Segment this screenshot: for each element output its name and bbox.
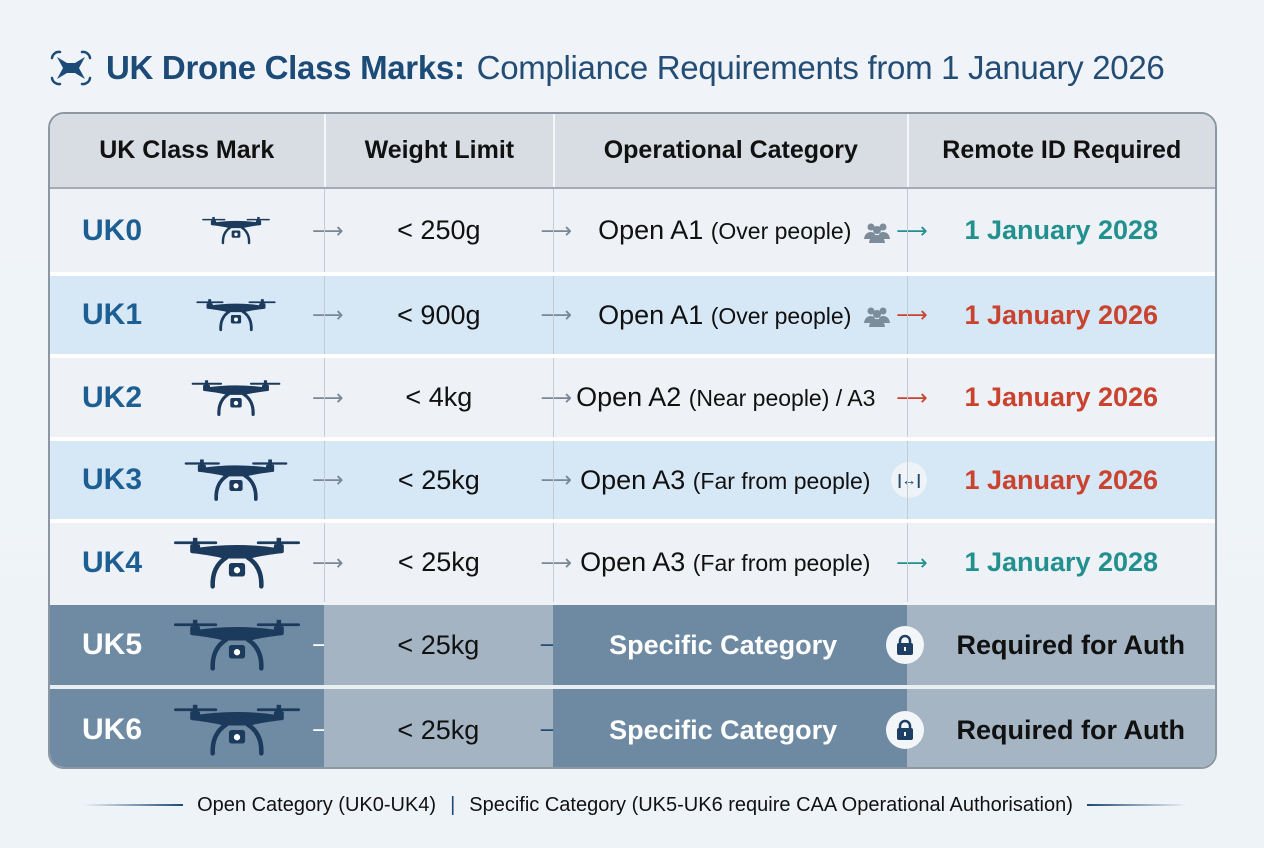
arrow-icon: ⟶ (312, 302, 344, 327)
table-header: UK Class Mark Weight Limit Operational C… (50, 114, 1215, 189)
category: Open A2 (576, 382, 682, 412)
weight-limit: < 25kg (397, 464, 480, 495)
arrow-icon: ⟶ (540, 549, 573, 575)
arrow-icon: ⟶ (540, 217, 573, 243)
drone-icon (169, 618, 305, 672)
category: Specific Category (609, 714, 838, 745)
remote-id-status: Required for Auth (956, 714, 1186, 745)
class-mark: UK3 (82, 463, 143, 496)
table-row: UK2 ⟶ < 4kg ⟶ Open A2 (Near people) / A3… (50, 354, 1215, 437)
footer-open-category: Open Category (UK0-UK4) (197, 793, 437, 816)
category-note: (Over people) (710, 302, 852, 329)
table-row: UK4 ⟶ < 25kg ⟶ Open A3 (Far from people)… (50, 519, 1215, 602)
header-operational-category: Operational Category (553, 114, 906, 187)
category-note: (Far from people) (692, 467, 871, 494)
lock-icon (886, 711, 925, 749)
lock-icon (886, 626, 925, 664)
category-note: (Over people) (710, 218, 852, 244)
drone-icon (169, 703, 305, 757)
drone-icon (50, 50, 92, 86)
table-row: UK6 ⟶ < 25kg ⟶ Specific Category Require… (50, 685, 1215, 767)
table-row: UK1 ⟶ < 900g ⟶ Open A1 (Over people) ⟶ 1… (50, 272, 1215, 354)
drone-icon (183, 458, 289, 502)
arrow-icon: ⟶ (896, 384, 928, 410)
category: Open A1 (598, 215, 704, 245)
arrow-icon: ⟶ (896, 302, 928, 327)
class-mark: UK2 (82, 380, 143, 414)
distance-icon: |↔| (891, 462, 928, 498)
header-weight-limit: Weight Limit (323, 114, 554, 187)
weight-limit: < 250g (397, 215, 481, 245)
class-mark: UK1 (82, 298, 143, 331)
category: Specific Category (609, 629, 838, 660)
arrow-icon: ⟶ (896, 217, 928, 243)
title-bold: UK Drone Class Marks: (106, 49, 465, 86)
weight-limit: < 900g (397, 299, 481, 330)
divider-line (1086, 804, 1187, 806)
header-remote-id: Remote ID Required (906, 114, 1215, 187)
people-icon (863, 307, 890, 328)
category: Open A3 (580, 464, 686, 495)
title-rest: Compliance Requirements from 1 January 2… (476, 49, 1165, 86)
arrow-icon: ⟶ (540, 467, 573, 492)
category-note: (Near people) / A3 (688, 385, 876, 411)
category: Open A3 (580, 547, 686, 577)
arrow-icon: ⟶ (312, 549, 344, 575)
category: Open A1 (598, 299, 704, 330)
weight-limit: < 4kg (405, 382, 473, 412)
weight-limit: < 25kg (397, 547, 480, 577)
page-title: UK Drone Class Marks: Compliance Require… (48, 44, 1165, 92)
class-mark: UK4 (82, 545, 143, 579)
footer-legend: Open Category (UK0-UK4) | Specific Categ… (50, 790, 1220, 820)
arrow-icon: ⟶ (312, 467, 344, 492)
remote-id-date: 1 January 2026 (964, 382, 1159, 412)
arrow-icon: ⟶ (540, 384, 573, 410)
header-class-mark: UK Class Mark (99, 136, 275, 164)
footer-specific-category: Specific Category (UK5-UK6 require CAA O… (469, 793, 1073, 816)
divider-line (83, 804, 184, 806)
class-mark: UK5 (82, 628, 143, 661)
weight-limit: < 25kg (397, 714, 480, 745)
arrow-icon: ⟶ (312, 384, 344, 410)
table-row: UK0 ⟶ < 250g ⟶ Open A1 (Over people) ⟶ 1… (50, 189, 1215, 272)
weight-limit: < 25kg (397, 629, 480, 660)
class-mark: UK6 (82, 713, 143, 746)
drone-icon (169, 536, 305, 590)
arrow-icon: ⟶ (896, 549, 928, 575)
drone-icon (202, 216, 270, 245)
drone-icon (195, 298, 277, 332)
class-mark-table: UK Class Mark Weight Limit Operational C… (48, 112, 1217, 769)
table-row: UK5 ⟶ < 25kg ⟶ Specific Category Require… (50, 605, 1215, 685)
class-mark: UK0 (82, 213, 143, 247)
remote-id-date: 1 January 2026 (964, 464, 1159, 495)
remote-id-status: Required for Auth (956, 629, 1186, 660)
people-icon (863, 223, 890, 243)
drone-icon (190, 379, 282, 417)
category-note: (Far from people) (692, 550, 871, 576)
remote-id-date: 1 January 2026 (964, 299, 1159, 330)
arrow-icon: ⟶ (312, 217, 344, 243)
remote-id-date: 1 January 2028 (964, 547, 1159, 577)
remote-id-date: 1 January 2028 (964, 215, 1159, 245)
footer-divider: | (450, 793, 456, 816)
arrow-icon: ⟶ (540, 302, 573, 327)
table-row: UK3 ⟶ < 25kg ⟶ Open A3 (Far from people)… (50, 437, 1215, 519)
